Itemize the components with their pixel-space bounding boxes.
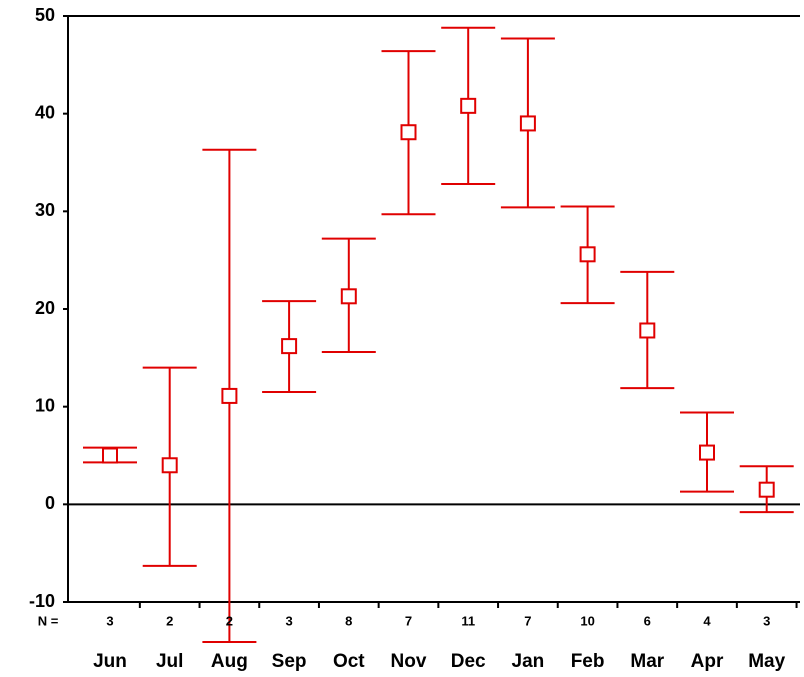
- n-count: 7: [405, 613, 412, 628]
- mean-marker: [161, 457, 178, 474]
- x-tick-label: Jul: [156, 651, 183, 672]
- x-tick-label: Nov: [391, 651, 427, 672]
- mean-marker: [519, 115, 536, 132]
- x-tick-label: Feb: [571, 651, 605, 672]
- mean-marker: [102, 447, 118, 464]
- n-count: 6: [644, 613, 651, 628]
- n-count: 3: [285, 613, 292, 628]
- x-tick-label: Aug: [211, 651, 248, 672]
- mean-marker: [400, 124, 417, 141]
- n-count: 4: [703, 613, 711, 628]
- mean-marker: [460, 97, 477, 114]
- mean-marker: [340, 288, 357, 305]
- n-count: 2: [226, 613, 233, 628]
- n-count: 8: [345, 613, 352, 628]
- x-tick-label: Jun: [93, 651, 127, 672]
- x-tick-label: Sep: [272, 651, 307, 672]
- n-count: 11: [461, 613, 475, 628]
- x-tick-label: Apr: [691, 651, 724, 672]
- mean-marker: [639, 322, 656, 339]
- n-count: 10: [580, 613, 594, 628]
- mean-marker: [758, 481, 775, 498]
- y-tick-label: -10: [29, 591, 55, 611]
- y-tick-label: 40: [35, 102, 55, 122]
- x-tick-label: Oct: [333, 651, 365, 672]
- n-count: 2: [166, 613, 173, 628]
- y-tick-label: 20: [35, 298, 55, 318]
- mean-marker: [281, 338, 298, 355]
- y-tick-label: 30: [35, 200, 55, 220]
- n-label: N =: [38, 613, 59, 628]
- n-count: 3: [106, 613, 113, 628]
- n-count: 7: [524, 613, 531, 628]
- mean-marker: [699, 444, 715, 461]
- y-tick-label: 50: [35, 5, 55, 25]
- x-tick-label: May: [748, 651, 785, 672]
- y-tick-label: 0: [45, 493, 55, 513]
- mean-marker: [221, 387, 238, 404]
- x-tick-label: Jan: [512, 651, 545, 672]
- n-count: 3: [763, 613, 770, 628]
- x-tick-label: Mar: [630, 651, 664, 672]
- y-tick-label: 10: [35, 395, 55, 415]
- x-tick-label: Dec: [451, 651, 486, 672]
- mean-marker: [579, 246, 596, 263]
